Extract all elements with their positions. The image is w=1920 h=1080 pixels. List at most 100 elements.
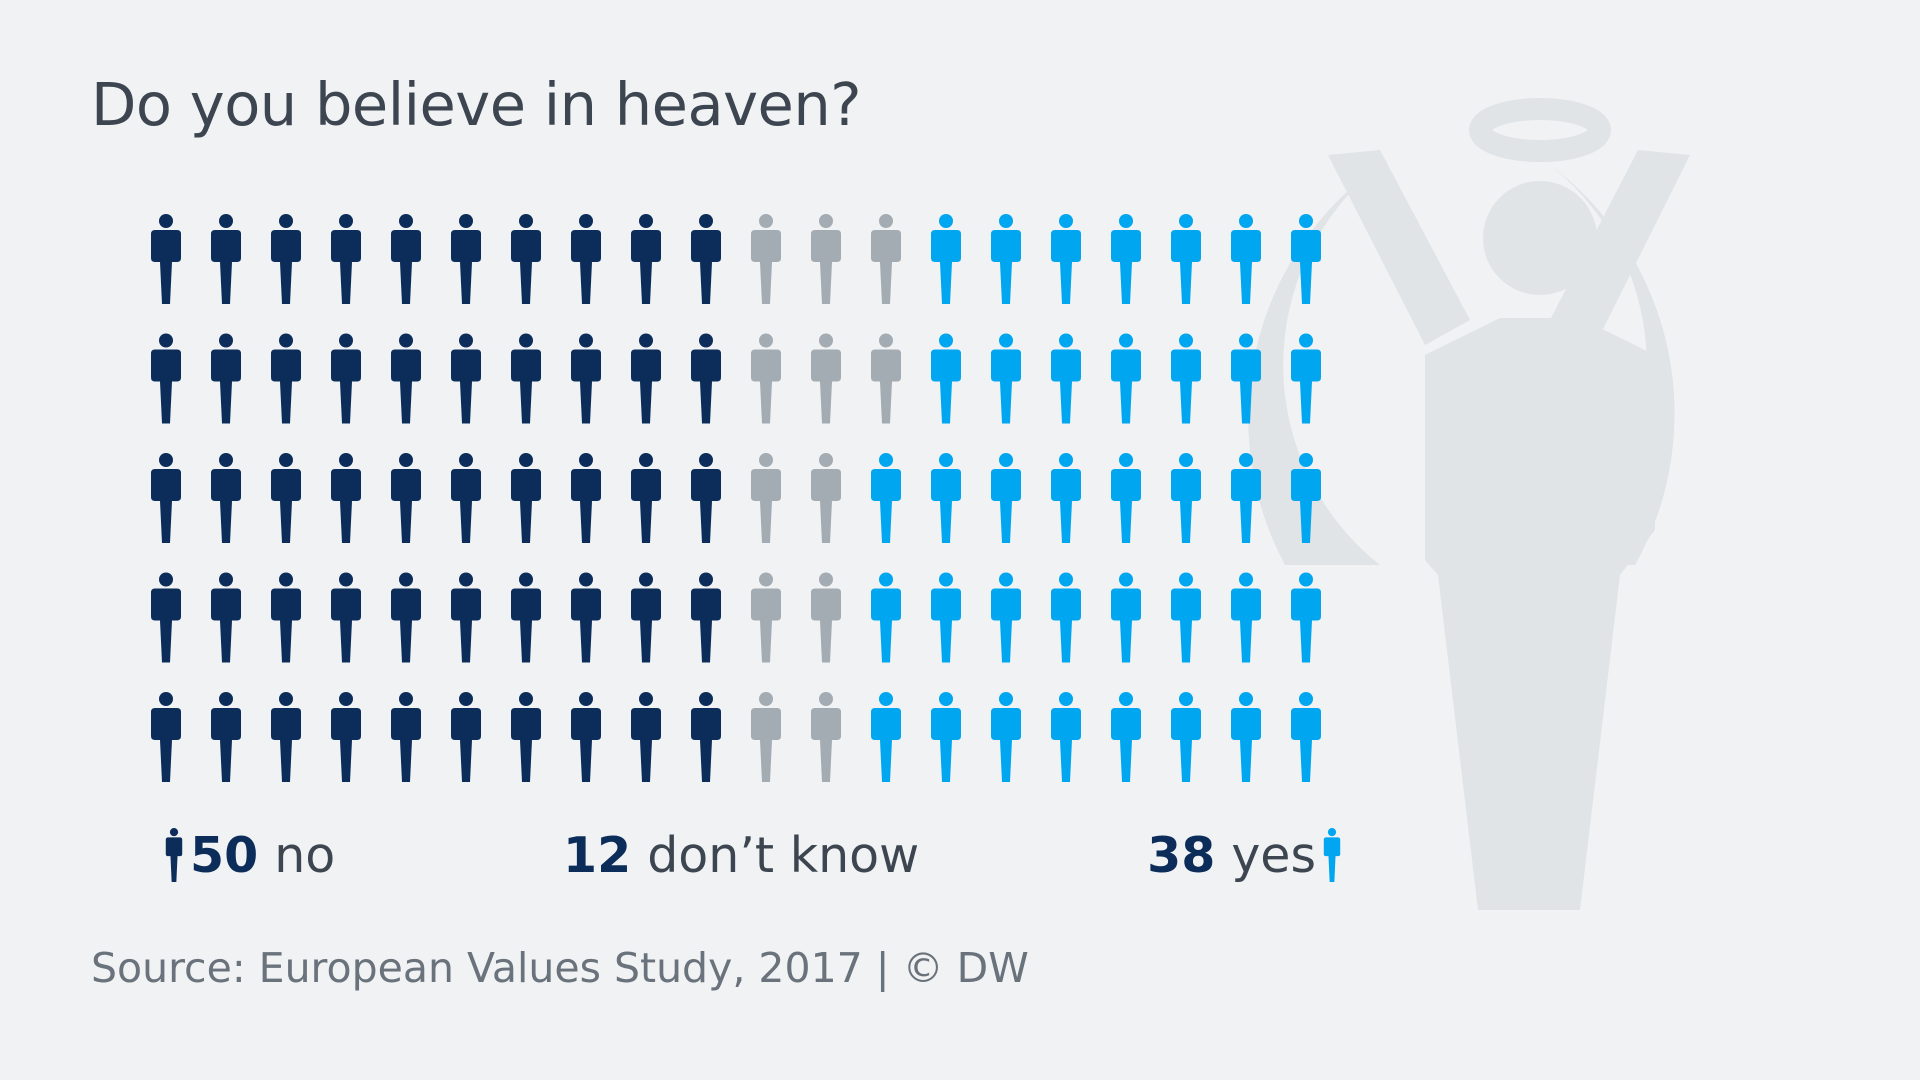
person-icon	[391, 333, 421, 424]
person-icon	[991, 692, 1021, 782]
person-icon	[691, 572, 721, 663]
person-icon	[451, 572, 481, 663]
person-icon	[631, 333, 661, 424]
person-icon	[1051, 572, 1081, 663]
legend-no-label: no	[274, 826, 336, 884]
person-icon	[331, 214, 361, 304]
legend-dont-know-label: don’t know	[647, 826, 920, 884]
person-icon	[991, 572, 1021, 663]
person-icon	[931, 692, 961, 782]
person-icon	[1111, 333, 1141, 424]
person-icon	[1291, 214, 1321, 304]
person-icon	[271, 214, 301, 304]
person-icon	[271, 572, 301, 663]
legend-yes-label: yes	[1231, 826, 1316, 884]
person-icon	[1291, 692, 1321, 782]
person-icon	[271, 692, 301, 782]
person-icon	[571, 692, 601, 782]
person-icon	[451, 453, 481, 543]
person-icon	[931, 572, 961, 663]
person-icon	[1171, 333, 1201, 424]
person-icon	[631, 572, 661, 663]
person-icon	[211, 453, 241, 543]
legend-dont-know-value: 12	[563, 826, 632, 884]
legend-no: 50 no	[164, 820, 335, 890]
person-icon	[871, 453, 901, 543]
person-icon	[571, 453, 601, 543]
person-icon	[1231, 692, 1261, 782]
person-icon	[751, 572, 781, 663]
person-icon	[1111, 572, 1141, 663]
person-icon	[1171, 692, 1201, 782]
person-icon	[211, 692, 241, 782]
person-icon	[391, 214, 421, 304]
person-icon	[511, 572, 541, 663]
person-icon	[1231, 572, 1261, 663]
person-icon	[391, 692, 421, 782]
legend-yes: 38 yes	[1147, 820, 1342, 890]
person-icon	[991, 333, 1021, 424]
person-icon	[871, 214, 901, 304]
person-icon	[871, 692, 901, 782]
person-icon	[571, 572, 601, 663]
person-icon	[751, 333, 781, 424]
person-icon	[164, 828, 184, 882]
person-icon	[331, 692, 361, 782]
person-icon	[691, 333, 721, 424]
person-icon	[571, 333, 601, 424]
person-icon	[811, 453, 841, 543]
person-icon	[631, 214, 661, 304]
person-icon	[871, 572, 901, 663]
person-icon	[1051, 453, 1081, 543]
person-icon	[451, 692, 481, 782]
person-icon	[931, 333, 961, 424]
person-icon	[1111, 692, 1141, 782]
chart-title: Do you believe in heaven?	[91, 70, 862, 139]
person-icon	[511, 453, 541, 543]
person-icon	[151, 333, 181, 424]
person-icon	[631, 453, 661, 543]
person-icon	[871, 333, 901, 424]
person-icon	[991, 453, 1021, 543]
person-icon	[211, 572, 241, 663]
person-icon	[451, 333, 481, 424]
person-icon	[1231, 333, 1261, 424]
person-icon	[1051, 692, 1081, 782]
person-icon	[811, 214, 841, 304]
person-icon	[1291, 572, 1321, 663]
person-icon	[331, 572, 361, 663]
person-icon	[1171, 214, 1201, 304]
person-icon	[271, 333, 301, 424]
person-icon	[1111, 214, 1141, 304]
person-icon	[331, 333, 361, 424]
person-icon	[691, 214, 721, 304]
person-icon	[931, 214, 961, 304]
legend-dont-know: 12 don’t know	[563, 820, 919, 890]
person-icon	[571, 214, 601, 304]
person-icon	[511, 214, 541, 304]
person-icon	[1171, 572, 1201, 663]
person-icon	[271, 453, 301, 543]
person-icon	[1291, 333, 1321, 424]
person-icon	[331, 453, 361, 543]
person-icon	[631, 692, 661, 782]
person-icon	[1231, 214, 1261, 304]
person-icon	[691, 453, 721, 543]
person-icon	[691, 692, 721, 782]
person-icon	[751, 214, 781, 304]
person-icon	[931, 453, 961, 543]
person-icon	[1171, 453, 1201, 543]
person-icon	[511, 333, 541, 424]
legend-yes-value: 38	[1147, 826, 1216, 884]
person-icon	[811, 333, 841, 424]
person-icon	[211, 333, 241, 424]
person-icon	[1051, 214, 1081, 304]
person-icon	[391, 572, 421, 663]
person-icon	[991, 214, 1021, 304]
person-icon	[211, 214, 241, 304]
legend-no-value: 50	[190, 826, 259, 884]
person-icon	[811, 572, 841, 663]
